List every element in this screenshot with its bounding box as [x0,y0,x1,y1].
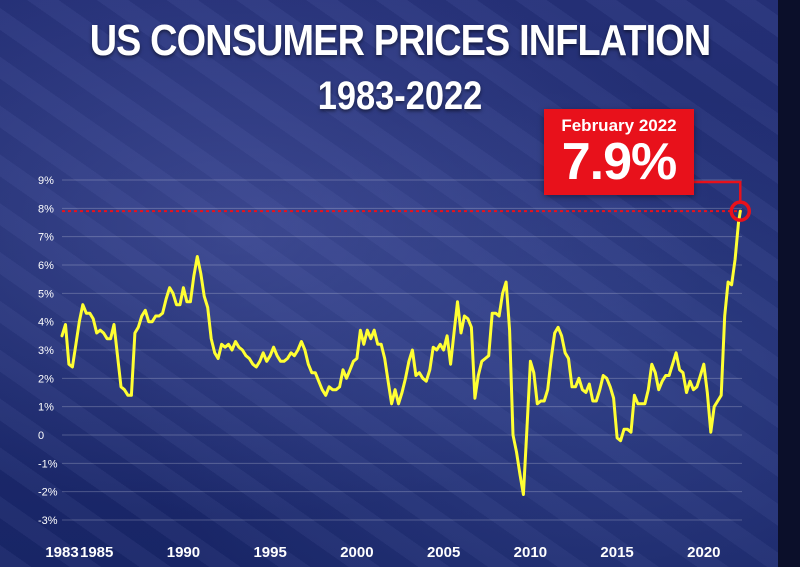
callout-label: February 2022 [561,116,677,135]
y-tick-label: 3% [38,345,54,357]
x-axis-ticks: 1983 1985 1990 1995 2000 2005 2010 2015 2020 [45,544,720,561]
y-tick-label: -3% [38,515,58,527]
y-tick-label: 4% [38,317,54,329]
callout-connector [694,180,742,203]
y-tick-label: 2% [38,373,54,385]
x-tick-label: 2005 [427,544,460,561]
x-tick-label: 1990 [167,544,200,561]
y-tick-label: 1% [38,402,54,414]
x-tick-label: 1983 [45,544,78,561]
chart-title: US CONSUMER PRICES INFLATION [89,16,711,65]
x-tick-label: 2010 [514,544,547,561]
x-tick-label: 1985 [80,544,113,561]
gridlines [62,179,742,521]
highlight-point-marker [729,200,752,222]
y-tick-label: 0 [38,430,44,442]
y-tick-label: 9% [38,175,54,187]
y-tick-label: -2% [38,487,58,499]
x-tick-label: 2020 [687,544,720,561]
x-tick-label: 2000 [340,544,373,561]
y-tick-label: 5% [38,288,54,300]
x-tick-label: 1995 [253,544,286,561]
series-line [60,209,742,496]
y-tick-label: 6% [38,260,54,272]
y-axis-ticks: 9% 8% 7% 6% 5% 4% 3% 2% 1% 0 -1% -2% -3% [38,175,58,527]
callout-value: 7.9% [561,133,678,191]
y-tick-label: 8% [38,203,54,215]
chart-subtitle: 1983-2022 [317,74,483,118]
y-tick-label: 7% [38,232,54,244]
x-tick-label: 2015 [600,544,633,561]
y-tick-label: -1% [38,458,58,470]
callout-box: February 2022 7.9% [544,109,694,195]
